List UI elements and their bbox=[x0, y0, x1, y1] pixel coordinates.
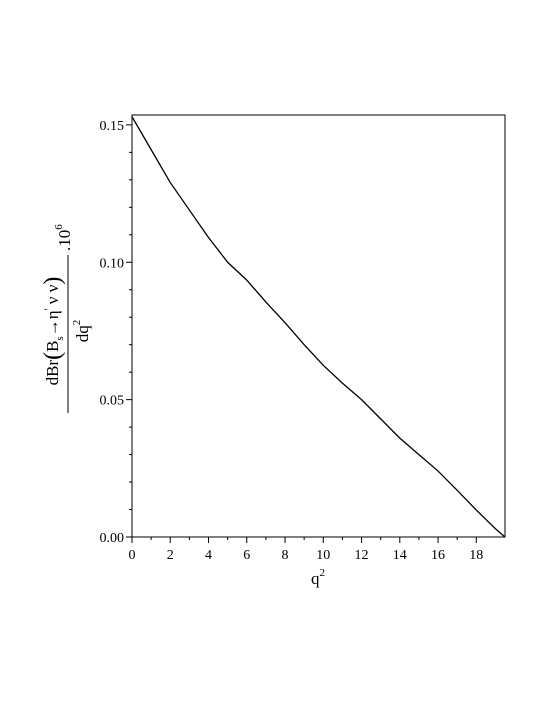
x-tick-label: 4 bbox=[205, 548, 212, 563]
y-axis-label: dBr(Bs→η' ν ν) dq2 .106 bbox=[40, 224, 92, 413]
y-tick-label: 0.15 bbox=[100, 119, 125, 134]
x-tick-label: 16 bbox=[431, 548, 445, 563]
y-label-part: ( bbox=[40, 352, 66, 360]
x-tick-label: 12 bbox=[355, 548, 369, 563]
y-label-part: ν ν bbox=[43, 284, 62, 304]
y-label-part: s bbox=[54, 336, 66, 340]
x-tick-label: 8 bbox=[282, 548, 289, 563]
x-tick-label: 18 bbox=[469, 548, 483, 563]
y-tick-label: 0.00 bbox=[100, 531, 125, 546]
x-axis-label: q2 bbox=[311, 567, 325, 588]
x-tick-label: 10 bbox=[316, 548, 330, 563]
y-label-part: →η bbox=[43, 310, 62, 336]
data-line bbox=[131, 116, 506, 538]
y-label-numerator: dBr(Bs→η' ν ν) bbox=[40, 277, 66, 386]
y-tick-label: 0.05 bbox=[100, 394, 125, 409]
y-label-denominator: dq2 bbox=[71, 320, 92, 343]
x-tick-label: 2 bbox=[167, 548, 174, 563]
x-label-sup: 2 bbox=[320, 567, 326, 579]
y-label-factor: .106 bbox=[53, 224, 74, 251]
y-label-part: ) bbox=[40, 277, 66, 285]
y-label-part: dBr bbox=[43, 360, 62, 386]
x-label-base: q bbox=[311, 569, 320, 588]
y-label-part: .10 bbox=[55, 230, 74, 251]
plot-frame bbox=[131, 114, 506, 538]
x-tick-label: 0 bbox=[129, 548, 136, 563]
x-tick-label: 14 bbox=[393, 548, 407, 563]
y-label-part: 2 bbox=[71, 320, 83, 326]
y-label-part: 6 bbox=[53, 224, 65, 230]
x-tick-label: 6 bbox=[243, 548, 250, 563]
y-tick-label: 0.10 bbox=[100, 256, 125, 271]
y-label-part: B bbox=[43, 341, 62, 352]
y-label-part: dq bbox=[73, 325, 92, 343]
y-label-part: ' bbox=[41, 308, 55, 310]
